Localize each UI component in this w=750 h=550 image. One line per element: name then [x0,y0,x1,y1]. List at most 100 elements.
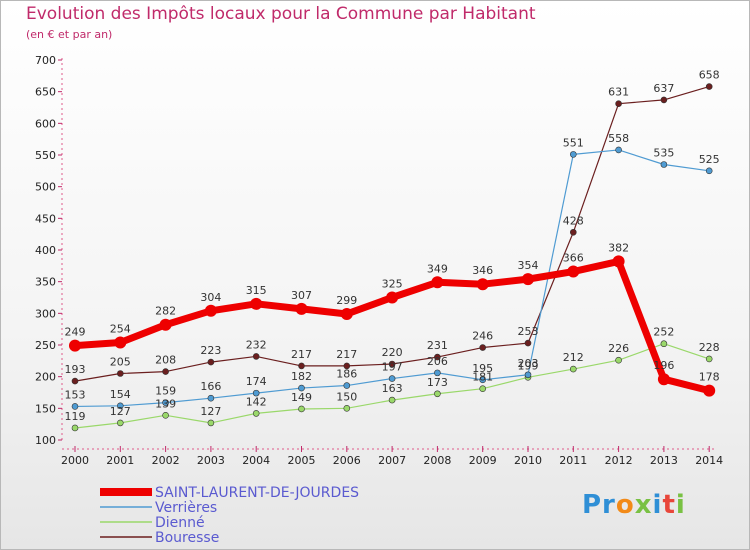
x-tick-label: 2013 [650,454,678,467]
data-labels: 193 205 208 223 232 217 217 220 231 246 253 428 631 6… [65,69,720,423]
x-tick-label: 2011 [559,454,587,467]
proxiti-logo: Proxiti [582,490,686,520]
legend-label: Dienné [155,515,205,531]
data-label: 203 [518,357,539,370]
data-point [71,377,79,385]
data-label: 254 [110,322,131,335]
data-point [434,369,441,377]
data-point [343,382,351,389]
chart-title: Evolution des Impôts locaux pour la Comm… [26,4,536,24]
data-point [660,161,668,168]
data-point [252,410,260,417]
data-point [207,358,215,366]
data-label: 249 [65,326,86,339]
data-label: 181 [472,371,493,384]
data-point [479,344,487,351]
data-label: 232 [246,338,267,351]
y-tick-label: 500 [35,181,56,194]
x-tick-label: 2002 [152,454,180,467]
data-label: 127 [110,405,131,418]
data-label: 307 [291,289,312,302]
data-label: 253 [518,325,539,338]
data-label: 206 [427,355,448,368]
data-point [162,399,169,406]
data-label: 139 [155,397,176,410]
y-tick-label: 150 [35,402,56,415]
data-label: 366 [563,252,584,265]
data-label: 325 [382,278,403,291]
x-tick-label: 2005 [288,454,316,467]
x-tick-label: 2000 [61,454,89,467]
x-tick-label: 2007 [378,454,406,467]
data-point [434,353,441,361]
data-point [705,83,713,90]
data-label: 212 [563,351,584,364]
series-layer [69,83,716,432]
data-point [434,390,441,398]
data-label: 299 [336,294,357,307]
y-tick-label: 100 [35,434,56,447]
data-point [343,405,351,412]
data-point [159,318,172,331]
data-label: 223 [200,344,221,357]
data-label: 154 [110,388,131,401]
x-tick-label: 2008 [423,454,451,467]
data-label: 196 [653,359,674,372]
data-label: 119 [65,410,86,423]
y-tick-label: 650 [35,86,56,99]
legend: SAINT-LAURENT-DE-JOURDESVerrièresDiennéB… [100,485,359,546]
data-point [615,100,622,107]
x-tick-label: 2001 [106,454,134,467]
data-label: 304 [200,291,221,304]
data-label: 354 [518,259,539,272]
data-label: 535 [653,147,674,160]
data-point [569,365,577,373]
y-tick-label: 400 [35,244,56,257]
data-point [69,339,81,352]
data-label: 282 [155,305,176,318]
data-point [660,340,668,348]
data-point [114,336,127,349]
data-point [117,402,124,410]
data-point [479,376,487,384]
data-point [705,167,713,175]
data-point [388,360,396,368]
data-point [388,375,396,382]
data-point [298,384,305,392]
chart-subtitle: (en € et par an) [26,28,113,41]
y-tick-label: 700 [35,54,56,67]
data-label: 153 [65,388,86,401]
data-point [298,362,305,370]
data-label: 315 [246,284,267,297]
data-label: 166 [200,380,221,393]
y-tick-label: 250 [35,339,56,352]
data-label: 174 [246,375,267,388]
data-point [612,255,625,268]
data-label: 217 [336,348,357,361]
data-label: 193 [65,363,86,376]
data-label: 349 [427,262,448,275]
data-point [386,291,399,304]
y-tick-label: 600 [35,117,56,130]
data-point [343,362,351,370]
data-point [569,228,577,236]
axes: 100 150 200 250 300 350 400 450 500 550 600 650 700 2… [35,54,723,467]
data-point [117,419,124,427]
data-label: 658 [699,69,720,82]
x-tick-label: 2009 [469,454,497,467]
data-point [252,389,260,397]
data-point [340,307,353,320]
series-line-bouresse [74,86,710,382]
data-point [476,278,489,291]
data-label: 217 [291,348,312,361]
data-label: 428 [563,214,584,227]
data-point [162,411,169,419]
data-point [117,370,124,377]
x-tick-label: 2012 [605,454,633,467]
data-point [388,396,396,404]
data-label: 637 [653,82,674,95]
data-point [705,355,713,363]
data-point [524,339,532,347]
data-label: 205 [110,356,131,369]
